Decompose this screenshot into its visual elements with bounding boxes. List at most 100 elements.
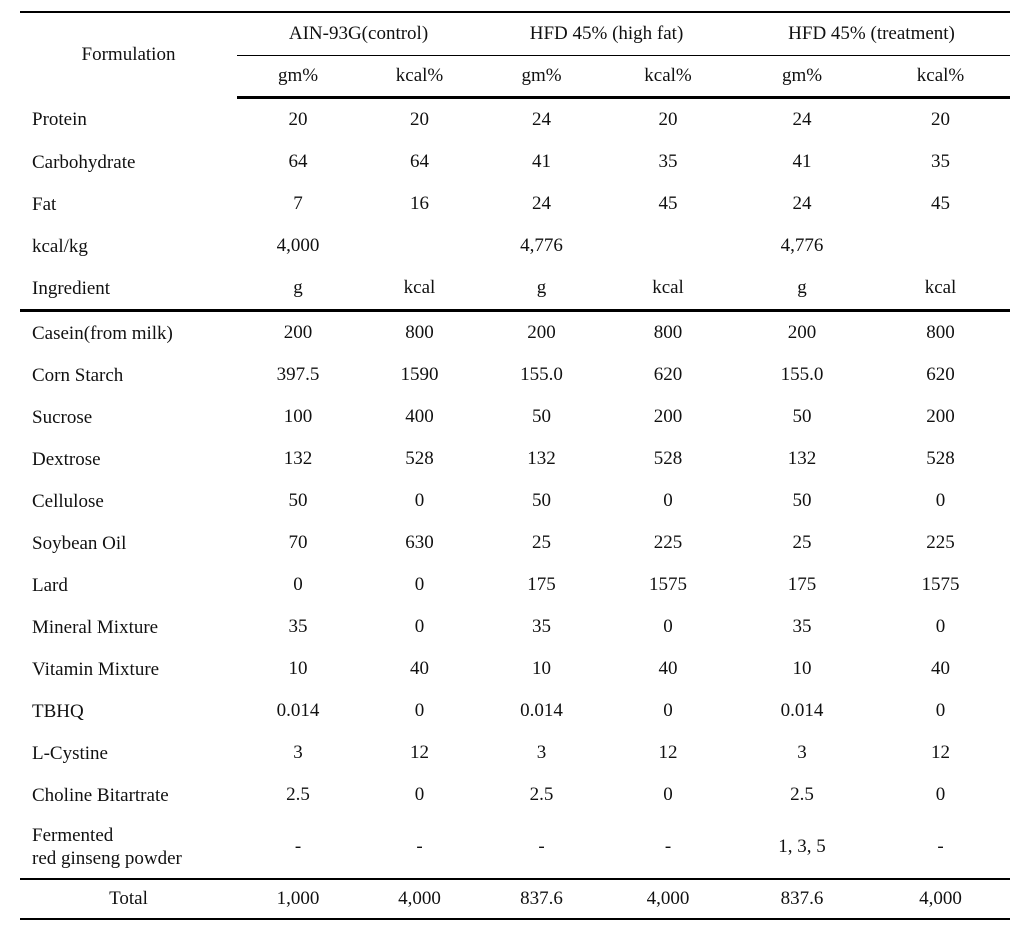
table-cell: 24	[792, 109, 812, 130]
table-row: Protein 20 20 24 20 24 20	[20, 98, 1010, 142]
table-cell: 70	[288, 532, 308, 553]
table-cell: 25	[792, 532, 812, 553]
unit-header: gm%	[733, 55, 872, 99]
table-cell: 2.5	[529, 784, 554, 805]
table-row: Dextrose 132 528 132 528 132 528	[20, 438, 1010, 480]
table-cell: 16	[410, 193, 429, 214]
table-cell: 225	[653, 532, 683, 553]
table-cell: 20	[931, 109, 951, 130]
table-cell: 40	[410, 658, 429, 679]
table-cell: 12	[658, 742, 678, 763]
table-cell: 0	[663, 490, 673, 511]
table-cell: 397.5	[276, 364, 320, 385]
unit-header: kcal%	[603, 55, 734, 99]
table-cell: 12	[931, 742, 951, 763]
table-cell: 2.5	[286, 784, 310, 805]
group-header: HFD 45% (high fat)	[480, 11, 734, 56]
table-cell: 0	[663, 700, 673, 721]
table-cell: 132	[527, 448, 556, 469]
table-cell: -	[416, 836, 423, 857]
table-cell	[359, 225, 480, 267]
table-cell: 528	[405, 448, 434, 469]
unit-header: kcal	[603, 267, 734, 312]
table-cell: 0	[414, 574, 425, 595]
table-cell: 0	[935, 616, 946, 637]
table-cell: 2.5	[790, 784, 814, 805]
table-cell: 0	[414, 616, 425, 637]
table-cell: 3	[536, 742, 547, 763]
unit-header: g	[480, 267, 604, 312]
total-cell: 1,000	[237, 878, 359, 920]
table-cell: 528	[926, 448, 955, 469]
table-cell: 155.0	[780, 364, 824, 385]
table-cell: 10	[288, 658, 308, 679]
row-label: Mineral Mixture	[32, 616, 159, 638]
table-row: Corn Starch 397.5 1590 155.0 620 155.0 620	[20, 354, 1010, 396]
total-cell: 4,000	[871, 878, 1011, 920]
table-cell: 35	[658, 151, 678, 172]
diet-table: Formulation AIN-93G(control) HFD 45% (high…	[20, 11, 1011, 920]
row-label: kcal/kg	[32, 235, 88, 257]
table-cell: -	[937, 836, 944, 857]
table-row: Choline Bitartrate 2.5 0 2.5 0 2.5 0	[20, 774, 1010, 816]
table-cell: 1, 3, 5	[778, 836, 826, 857]
table-cell: 35	[288, 616, 308, 637]
table-row: Lard 0 0 175 1575 175 1575	[20, 564, 1010, 606]
table-cell: -	[664, 836, 672, 857]
table-cell: 0	[663, 784, 673, 805]
table-cell: 0	[414, 784, 425, 805]
table-cell: 45	[931, 193, 951, 214]
header-title: Formulation	[20, 11, 237, 98]
table-cell: 50	[792, 490, 812, 511]
table-cell: 1575	[649, 574, 688, 595]
table-cell: 4,776	[780, 235, 824, 256]
unit-header: kcal%	[871, 55, 1011, 99]
table-cell: 132	[787, 448, 817, 469]
row-label: Vitamin Mixture	[32, 658, 160, 680]
table-cell: 200	[283, 322, 313, 343]
table-cell: 132	[283, 448, 313, 469]
table-cell: 0	[414, 490, 425, 511]
table-row: kcal/kg 4,000 4,776 4,776	[20, 225, 1010, 267]
table-row: Fat 7 16 24 45 24 45	[20, 183, 1010, 225]
table-cell: 35	[792, 616, 812, 637]
row-label: Casein(from milk)	[32, 322, 173, 344]
table-cell: 7	[293, 193, 303, 214]
table-cell: 50	[792, 406, 812, 427]
table-cell: 0	[935, 784, 946, 805]
table-cell: 0.014	[276, 700, 320, 721]
total-cell: 837.6	[733, 878, 872, 920]
table-cell: 50	[532, 406, 552, 427]
table-cell: 200	[527, 322, 556, 343]
table-cell: 0.014	[520, 700, 563, 721]
table-cell: 225	[926, 532, 955, 553]
table-cell: 64	[288, 151, 308, 172]
table-row: Cellulose 50 0 50 0 50 0	[20, 480, 1010, 522]
row-label: Lard	[32, 574, 68, 596]
table-cell: 12	[410, 742, 429, 763]
table-row: L-Cystine 3 12 3 12 3 12	[20, 732, 1010, 774]
table-cell: 630	[405, 532, 434, 553]
table-cell: 24	[532, 109, 552, 130]
table-row: Ingredient g kcal g kcal g kcal	[20, 267, 1011, 312]
table-cell: 24	[532, 193, 552, 214]
table-cell: 35	[532, 616, 552, 637]
table-cell: 155.0	[520, 364, 563, 385]
group-header: AIN-93G(control)	[237, 11, 481, 56]
row-label: Soybean Oil	[32, 532, 127, 554]
table-row: Sucrose 100 400 50 200 50 200	[20, 396, 1010, 438]
table-cell: 3	[293, 742, 303, 763]
unit-header: kcal	[871, 267, 1011, 312]
table-cell: 0	[935, 490, 946, 511]
unit-header: kcal%	[359, 55, 481, 99]
table-row: Formulation AIN-93G(control) HFD 45% (high…	[20, 11, 1011, 98]
table-row: Vitamin Mixture 10 40 10 40 10 40	[20, 648, 1010, 690]
unit-header: kcal	[359, 267, 481, 312]
row-label: Protein	[32, 108, 87, 130]
row-label: TBHQ	[32, 700, 84, 722]
row-label: Sucrose	[32, 406, 93, 428]
table-cell: 10	[532, 658, 552, 679]
table-cell: 41	[532, 151, 552, 172]
table-cell: 24	[792, 193, 812, 214]
